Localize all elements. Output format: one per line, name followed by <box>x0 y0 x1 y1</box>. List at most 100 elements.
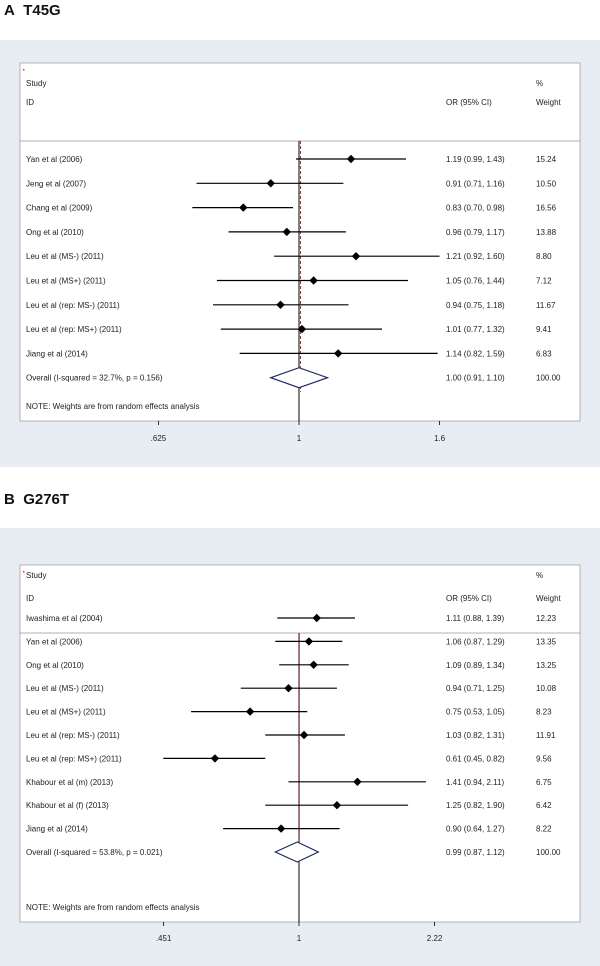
panel-a-study-name: Jeng et al (2007) <box>26 179 86 188</box>
panel-a-weight-value: 10.50 <box>536 179 557 188</box>
panel-a-point-estimate <box>282 227 291 237</box>
panel-a-study-name: Yan et al (2006) <box>26 155 83 164</box>
panel-b-or-value: 0.94 (0.71, 1.25) <box>446 684 505 693</box>
panel-a-point-estimate <box>276 300 285 309</box>
panel-b-weight-value: 8.22 <box>536 825 552 834</box>
panel-a-note: NOTE: Weights are from random effects an… <box>26 402 200 411</box>
panel-a-point-estimate <box>309 276 318 285</box>
panel-a-letter: A <box>4 2 15 19</box>
panel-a-study-name: Chang et al (2009) <box>26 204 93 213</box>
panel-b-overall-diamond <box>273 841 320 863</box>
panel-a-corner-mark <box>23 69 25 71</box>
panel-b-study-name: Leu et al (MS+) (2011) <box>26 708 106 717</box>
panel-b-or-value: 0.90 (0.64, 1.27) <box>446 825 505 834</box>
panel-a-or-value: 0.91 (0.71, 1.16) <box>446 179 505 188</box>
panel-b-weight-value: 9.56 <box>536 754 552 763</box>
panel-a-point-estimate <box>333 349 343 358</box>
panel-a-header-weight: Weight <box>536 98 562 107</box>
panel-a-weight-value: 8.80 <box>536 252 552 261</box>
panel-b-weight-value: 10.08 <box>536 684 557 693</box>
panel-a-or-value: 0.83 (0.70, 0.98) <box>446 204 505 213</box>
panel-a-point-estimate <box>346 154 356 164</box>
panel-b-point-estimate <box>245 707 255 716</box>
panel-a-point-estimate <box>351 252 361 261</box>
panel-b-study-name: Khabour et al (f) (2013) <box>26 801 109 810</box>
panel-b-or-value: 1.25 (0.82, 1.90) <box>446 801 505 810</box>
panel-b-point-estimate <box>284 684 293 693</box>
panel-b-x-tick-label: 2.22 <box>427 934 443 943</box>
panel-b-study-name: Yan et al (2006) <box>26 637 83 646</box>
panel-a-name: T45G <box>23 2 61 19</box>
panel-a-header-id: ID <box>26 98 34 107</box>
panel-b-point-estimate <box>304 637 314 646</box>
panel-b-study-name: Khabour et al (m) (2013) <box>26 778 113 787</box>
panel-b-or-value: 1.11 (0.88, 1.39) <box>446 614 504 623</box>
panel-a-or-value: 1.14 (0.82, 1.59) <box>446 349 505 358</box>
panel-b-weight-value: 13.25 <box>536 661 557 670</box>
panel-a-x-tick-label: .625 <box>151 434 167 443</box>
panel-b-weight-value: 6.75 <box>536 778 552 787</box>
panel-b-or-value: 0.75 (0.53, 1.05) <box>446 708 505 717</box>
panel-b-header-weight: Weight <box>536 594 562 603</box>
panel-a-weight-value: 11.67 <box>536 301 556 310</box>
panel-a-overall-label: Overall (I-squared = 32.7%, p = 0.156) <box>26 374 163 383</box>
panel-b-x-tick-label: .451 <box>156 934 172 943</box>
panel-a-overall-diamond <box>269 367 330 389</box>
panel-b-point-estimate <box>210 754 220 763</box>
panel-b-point-estimate <box>353 777 362 786</box>
panel-a-weight-value: 6.83 <box>536 349 552 358</box>
panel-a-header-study: Study <box>26 79 46 88</box>
panel-b-header-study: Study <box>26 571 46 580</box>
panel-b-study-name: Jiang et al (2014) <box>26 825 88 834</box>
panel-a-or-value: 1.05 (0.76, 1.44) <box>446 277 505 286</box>
panel-b-header-or: OR (95% CI) <box>446 594 492 603</box>
panel-a-study-name: Leu et al (rep: MS+) (2011) <box>26 325 122 334</box>
panel-a-or-value: 1.19 (0.99, 1.43) <box>446 155 505 164</box>
panel-a-header-or: OR (95% CI) <box>446 98 492 107</box>
panel-a-point-estimate <box>266 179 276 188</box>
panel-b-study-name: Iwashima et al (2004) <box>26 614 103 623</box>
panel-b-point-estimate <box>276 824 286 833</box>
panel-b-point-estimate <box>299 730 309 740</box>
panel-b-plot-area <box>19 564 581 923</box>
panel-b-overall-weight-value: 100.00 <box>536 848 561 857</box>
panel-b-x-tick-label: 1 <box>297 934 302 943</box>
panel-b-weight-value: 8.23 <box>536 708 552 717</box>
panel-b-weight-value: 13.35 <box>536 637 557 646</box>
panel-b-point-estimate <box>309 660 318 669</box>
panel-a-title: A T45G <box>4 2 61 19</box>
panel-b-study-name: Leu et al (rep: MS-) (2011) <box>26 731 120 740</box>
panel-b-header-id: ID <box>26 594 34 603</box>
panel-a-weight-value: 9.41 <box>536 325 552 334</box>
panel-a-weight-value: 16.56 <box>536 204 557 213</box>
panel-b-point-estimate <box>312 613 321 623</box>
panel-b-or-value: 1.09 (0.89, 1.34) <box>446 661 505 670</box>
panel-b-study-name: Leu et al (MS-) (2011) <box>26 684 104 693</box>
panel-b-weight-value: 11.91 <box>536 731 556 740</box>
panel-b-or-value: 1.06 (0.87, 1.29) <box>446 637 505 646</box>
panel-a-overall-or-value: 1.00 (0.91, 1.10) <box>446 374 505 383</box>
panel-b-note: NOTE: Weights are from random effects an… <box>26 903 200 912</box>
panel-b-or-value: 1.41 (0.94, 2.11) <box>446 778 504 787</box>
panel-a-or-value: 0.96 (0.79, 1.17) <box>446 228 505 237</box>
panel-b-letter: B <box>4 491 15 508</box>
panel-b-overall-label: Overall (I-squared = 53.8%, p = 0.021) <box>26 848 163 857</box>
panel-b-or-value: 0.61 (0.45, 0.82) <box>446 754 505 763</box>
panel-a-study-name: Leu et al (MS+) (2011) <box>26 277 106 286</box>
panel-a-study-name: Ong et al (2010) <box>26 228 84 237</box>
panel-a-study-name: Jiang et al (2014) <box>26 349 88 358</box>
panel-b-overall-or-value: 0.99 (0.87, 1.12) <box>446 848 505 857</box>
panel-a-x-tick-label: 1 <box>297 434 302 443</box>
panel-a-weight-value: 15.24 <box>536 155 557 164</box>
panel-a-weight-value: 7.12 <box>536 277 552 286</box>
panel-b-title: B G276T <box>4 491 69 508</box>
panel-a-weight-value: 13.88 <box>536 228 557 237</box>
panel-b-header-percent: % <box>536 571 543 580</box>
panel-a-study-name: Leu et al (MS-) (2011) <box>26 252 104 261</box>
panel-a-point-estimate <box>239 203 248 212</box>
panel-a-or-value: 1.01 (0.77, 1.32) <box>446 325 505 334</box>
panel-b-weight-value: 6.42 <box>536 801 552 810</box>
panel-b-corner-mark <box>23 571 25 573</box>
panel-a-or-value: 0.94 (0.75, 1.18) <box>446 301 505 310</box>
